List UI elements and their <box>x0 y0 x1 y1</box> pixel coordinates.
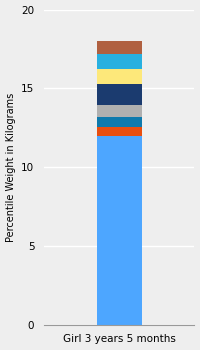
Bar <box>97 135 142 325</box>
Bar <box>97 117 142 127</box>
Bar <box>97 105 142 117</box>
Bar <box>97 127 142 135</box>
Bar <box>97 55 142 69</box>
Bar <box>97 84 142 105</box>
Bar <box>97 69 142 84</box>
Y-axis label: Percentile Weight in Kilograms: Percentile Weight in Kilograms <box>6 92 16 242</box>
Bar <box>97 41 142 55</box>
